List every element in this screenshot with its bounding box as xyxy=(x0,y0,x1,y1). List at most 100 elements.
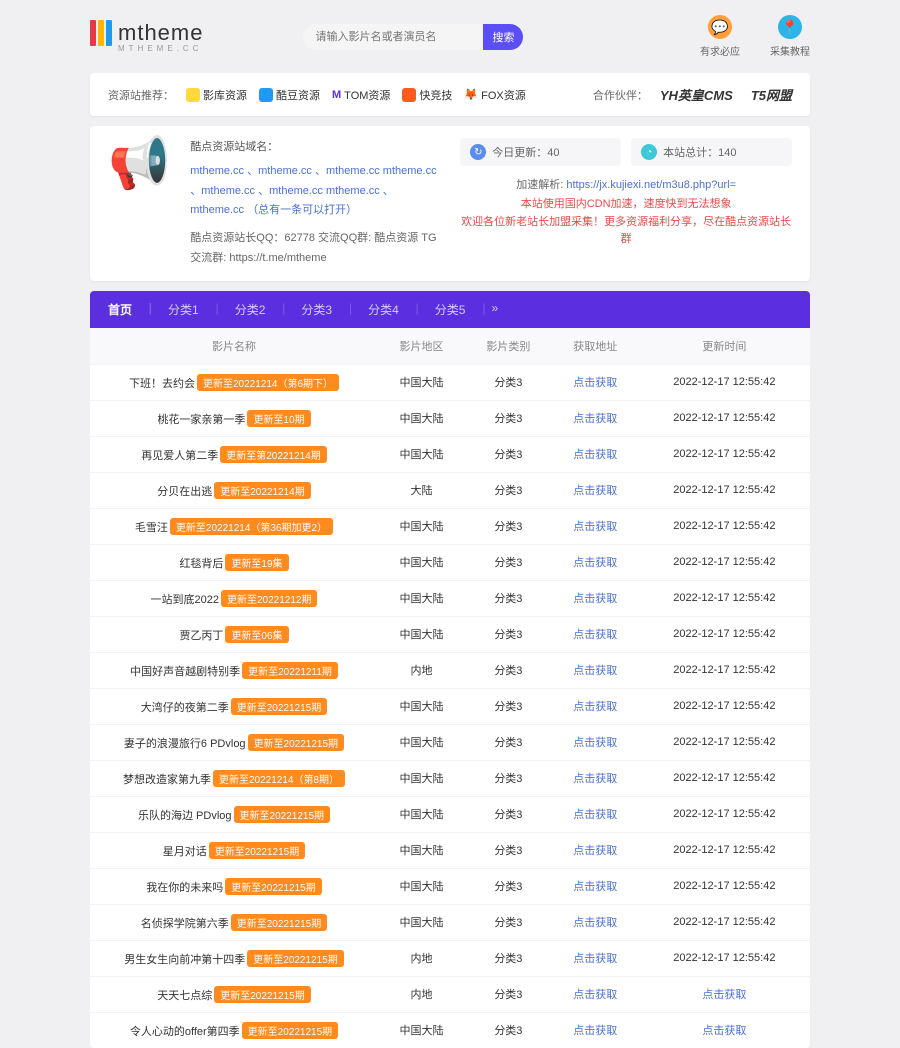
row-category: 分类3 xyxy=(465,364,552,400)
table-header: 影片名称 xyxy=(90,328,378,365)
speed-link[interactable]: https://jx.kujiexi.net/m3u8.php?url= xyxy=(566,179,736,191)
search-input[interactable] xyxy=(303,24,483,50)
get-link[interactable]: 点击获取 xyxy=(573,989,617,1001)
table-row: 梦想改造家第九季更新至20221214（第8期） 中国大陆 分类3 点击获取 2… xyxy=(90,760,810,796)
nav-more[interactable]: » xyxy=(491,291,498,328)
row-time: 2022-12-17 12:55:42 xyxy=(639,400,810,436)
get-link[interactable]: 点击获取 xyxy=(573,629,617,641)
row-time: 2022-12-17 12:55:42 xyxy=(639,724,810,760)
get-link[interactable]: 点击获取 xyxy=(573,881,617,893)
partner-item[interactable]: YH英皇CMS xyxy=(660,85,733,104)
row-title[interactable]: 星月对话 xyxy=(163,846,207,858)
row-title[interactable]: 令人心动的offer第四季 xyxy=(130,1026,240,1038)
row-title[interactable]: 我在你的未来吗 xyxy=(146,882,223,894)
table-row: 令人心动的offer第四季更新至20221215期 中国大陆 分类3 点击获取 … xyxy=(90,1012,810,1048)
update-badge: 更新至20221215期 xyxy=(247,950,344,967)
row-title[interactable]: 男生女生向前冲第十四季 xyxy=(124,954,245,966)
row-category: 分类3 xyxy=(465,580,552,616)
info-text: 酷点资源站域名： mtheme.cc 、mtheme.cc 、mtheme.cc… xyxy=(190,138,440,269)
recommend-item[interactable]: 酷豆资源 xyxy=(259,87,320,103)
get-link[interactable]: 点击获取 xyxy=(573,701,617,713)
table-body: 下班！去约会更新至20221214（第6期下） 中国大陆 分类3 点击获取 20… xyxy=(90,364,810,1048)
get-link[interactable]: 点击获取 xyxy=(573,917,617,929)
nav-tab[interactable]: 首页 xyxy=(90,291,150,328)
row-time: 2022-12-17 12:55:42 xyxy=(639,436,810,472)
row-title[interactable]: 大湾仔的夜第二季 xyxy=(141,702,229,714)
row-region: 内地 xyxy=(378,940,465,976)
row-time: 2022-12-17 12:55:42 xyxy=(639,688,810,724)
stat-box: ◔本站总计：140 xyxy=(631,138,792,166)
get-link[interactable]: 点击获取 xyxy=(573,665,617,677)
table-header: 更新时间 xyxy=(639,328,810,365)
row-title[interactable]: 桃花一家亲第一季 xyxy=(157,414,245,426)
row-region: 大陆 xyxy=(378,472,465,508)
update-badge: 更新至20221215期 xyxy=(231,914,328,931)
get-link[interactable]: 点击获取 xyxy=(573,773,617,785)
table-header-row: 影片名称影片地区影片类别获取地址更新时间 xyxy=(90,328,810,365)
row-title[interactable]: 乐队的海边 PDvlog xyxy=(138,810,232,822)
update-badge: 更新至20221215期 xyxy=(225,878,322,895)
update-badge: 更新至20221215期 xyxy=(248,734,345,751)
row-title[interactable]: 下班！去约会 xyxy=(129,378,195,390)
get-link[interactable]: 点击获取 xyxy=(573,449,617,461)
info-domains[interactable]: mtheme.cc 、mtheme.cc 、mtheme.cc mtheme.c… xyxy=(190,162,440,221)
row-title[interactable]: 妻子的浪漫旅行6 PDvlog xyxy=(124,738,246,750)
row-time: 2022-12-17 12:55:42 xyxy=(639,652,810,688)
nav-tab[interactable]: 分类5 xyxy=(417,291,484,328)
row-region: 中国大陆 xyxy=(378,760,465,796)
nav-tab[interactable]: 分类1 xyxy=(150,291,217,328)
row-region: 中国大陆 xyxy=(378,832,465,868)
get-link[interactable]: 点击获取 xyxy=(573,521,617,533)
row-title[interactable]: 贾乙丙丁 xyxy=(179,630,223,642)
get-link[interactable]: 点击获取 xyxy=(573,1025,617,1037)
row-title[interactable]: 分贝在出逃 xyxy=(157,486,212,498)
get-link[interactable]: 点击获取 xyxy=(573,557,617,569)
row-title[interactable]: 中国好声音越剧特别季 xyxy=(130,666,240,678)
get-link[interactable]: 点击获取 xyxy=(573,377,617,389)
logo[interactable]: mtheme MTHEME.CC xyxy=(90,20,203,53)
row-region: 中国大陆 xyxy=(378,544,465,580)
row-title[interactable]: 名侦探学院第六季 xyxy=(141,918,229,930)
header-icon-有求必应[interactable]: 💬有求必应 xyxy=(700,15,740,58)
recommend-label: 资源站推荐： xyxy=(108,87,174,103)
recommend-item[interactable]: MTOM资源 xyxy=(332,87,390,103)
header-icon-采集教程[interactable]: 📍采集教程 xyxy=(770,15,810,58)
row-region: 中国大陆 xyxy=(378,868,465,904)
nav-tab[interactable]: 分类3 xyxy=(283,291,350,328)
search-wrap: 搜索 xyxy=(303,24,523,50)
get-link[interactable]: 点击获取 xyxy=(573,593,617,605)
search-button[interactable]: 搜索 xyxy=(483,24,523,50)
recommend-item[interactable]: 🦊FOX资源 xyxy=(464,87,525,103)
recommend-item[interactable]: 快竞技 xyxy=(402,87,452,103)
horn-icon: 📢 xyxy=(108,138,170,269)
row-time: 2022-12-17 12:55:42 xyxy=(639,904,810,940)
info-title: 酷点资源站域名： xyxy=(190,138,440,158)
get-link[interactable]: 点击获取 xyxy=(573,809,617,821)
table-row: 分贝在出逃更新至20221214期 大陆 分类3 点击获取 2022-12-17… xyxy=(90,472,810,508)
get-link[interactable]: 点击获取 xyxy=(573,737,617,749)
get-link[interactable]: 点击获取 xyxy=(573,413,617,425)
recommend-item[interactable]: 影库资源 xyxy=(186,87,247,103)
row-region: 中国大陆 xyxy=(378,436,465,472)
table-row: 乐队的海边 PDvlog更新至20221215期 中国大陆 分类3 点击获取 2… xyxy=(90,796,810,832)
get-link[interactable]: 点击获取 xyxy=(573,953,617,965)
nav-tabs: 首页分类1分类2分类3分类4分类5» xyxy=(90,291,810,328)
get-link[interactable]: 点击获取 xyxy=(573,845,617,857)
table-row: 贾乙丙丁更新至06集 中国大陆 分类3 点击获取 2022-12-17 12:5… xyxy=(90,616,810,652)
get-link[interactable]: 点击获取 xyxy=(573,485,617,497)
row-time[interactable]: 点击获取 xyxy=(639,976,810,1012)
row-title[interactable]: 一站到底2022 xyxy=(151,594,219,606)
row-time[interactable]: 点击获取 xyxy=(639,1012,810,1048)
nav-tab[interactable]: 分类2 xyxy=(217,291,284,328)
row-title[interactable]: 红毯背后 xyxy=(179,558,223,570)
info-right: ↻今日更新：40◔本站总计：140 加速解析: https://jx.kujie… xyxy=(460,138,792,269)
table-row: 再见爱人第二季更新至第20221214期 中国大陆 分类3 点击获取 2022-… xyxy=(90,436,810,472)
partner-item[interactable]: T5网盟 xyxy=(751,85,792,104)
row-category: 分类3 xyxy=(465,652,552,688)
row-time: 2022-12-17 12:55:42 xyxy=(639,760,810,796)
row-title[interactable]: 再见爱人第二季 xyxy=(141,450,218,462)
row-title[interactable]: 毛雪汪 xyxy=(135,522,168,534)
row-title[interactable]: 梦想改造家第九季 xyxy=(123,774,211,786)
row-title[interactable]: 天天七点综 xyxy=(157,990,212,1002)
nav-tab[interactable]: 分类4 xyxy=(350,291,417,328)
